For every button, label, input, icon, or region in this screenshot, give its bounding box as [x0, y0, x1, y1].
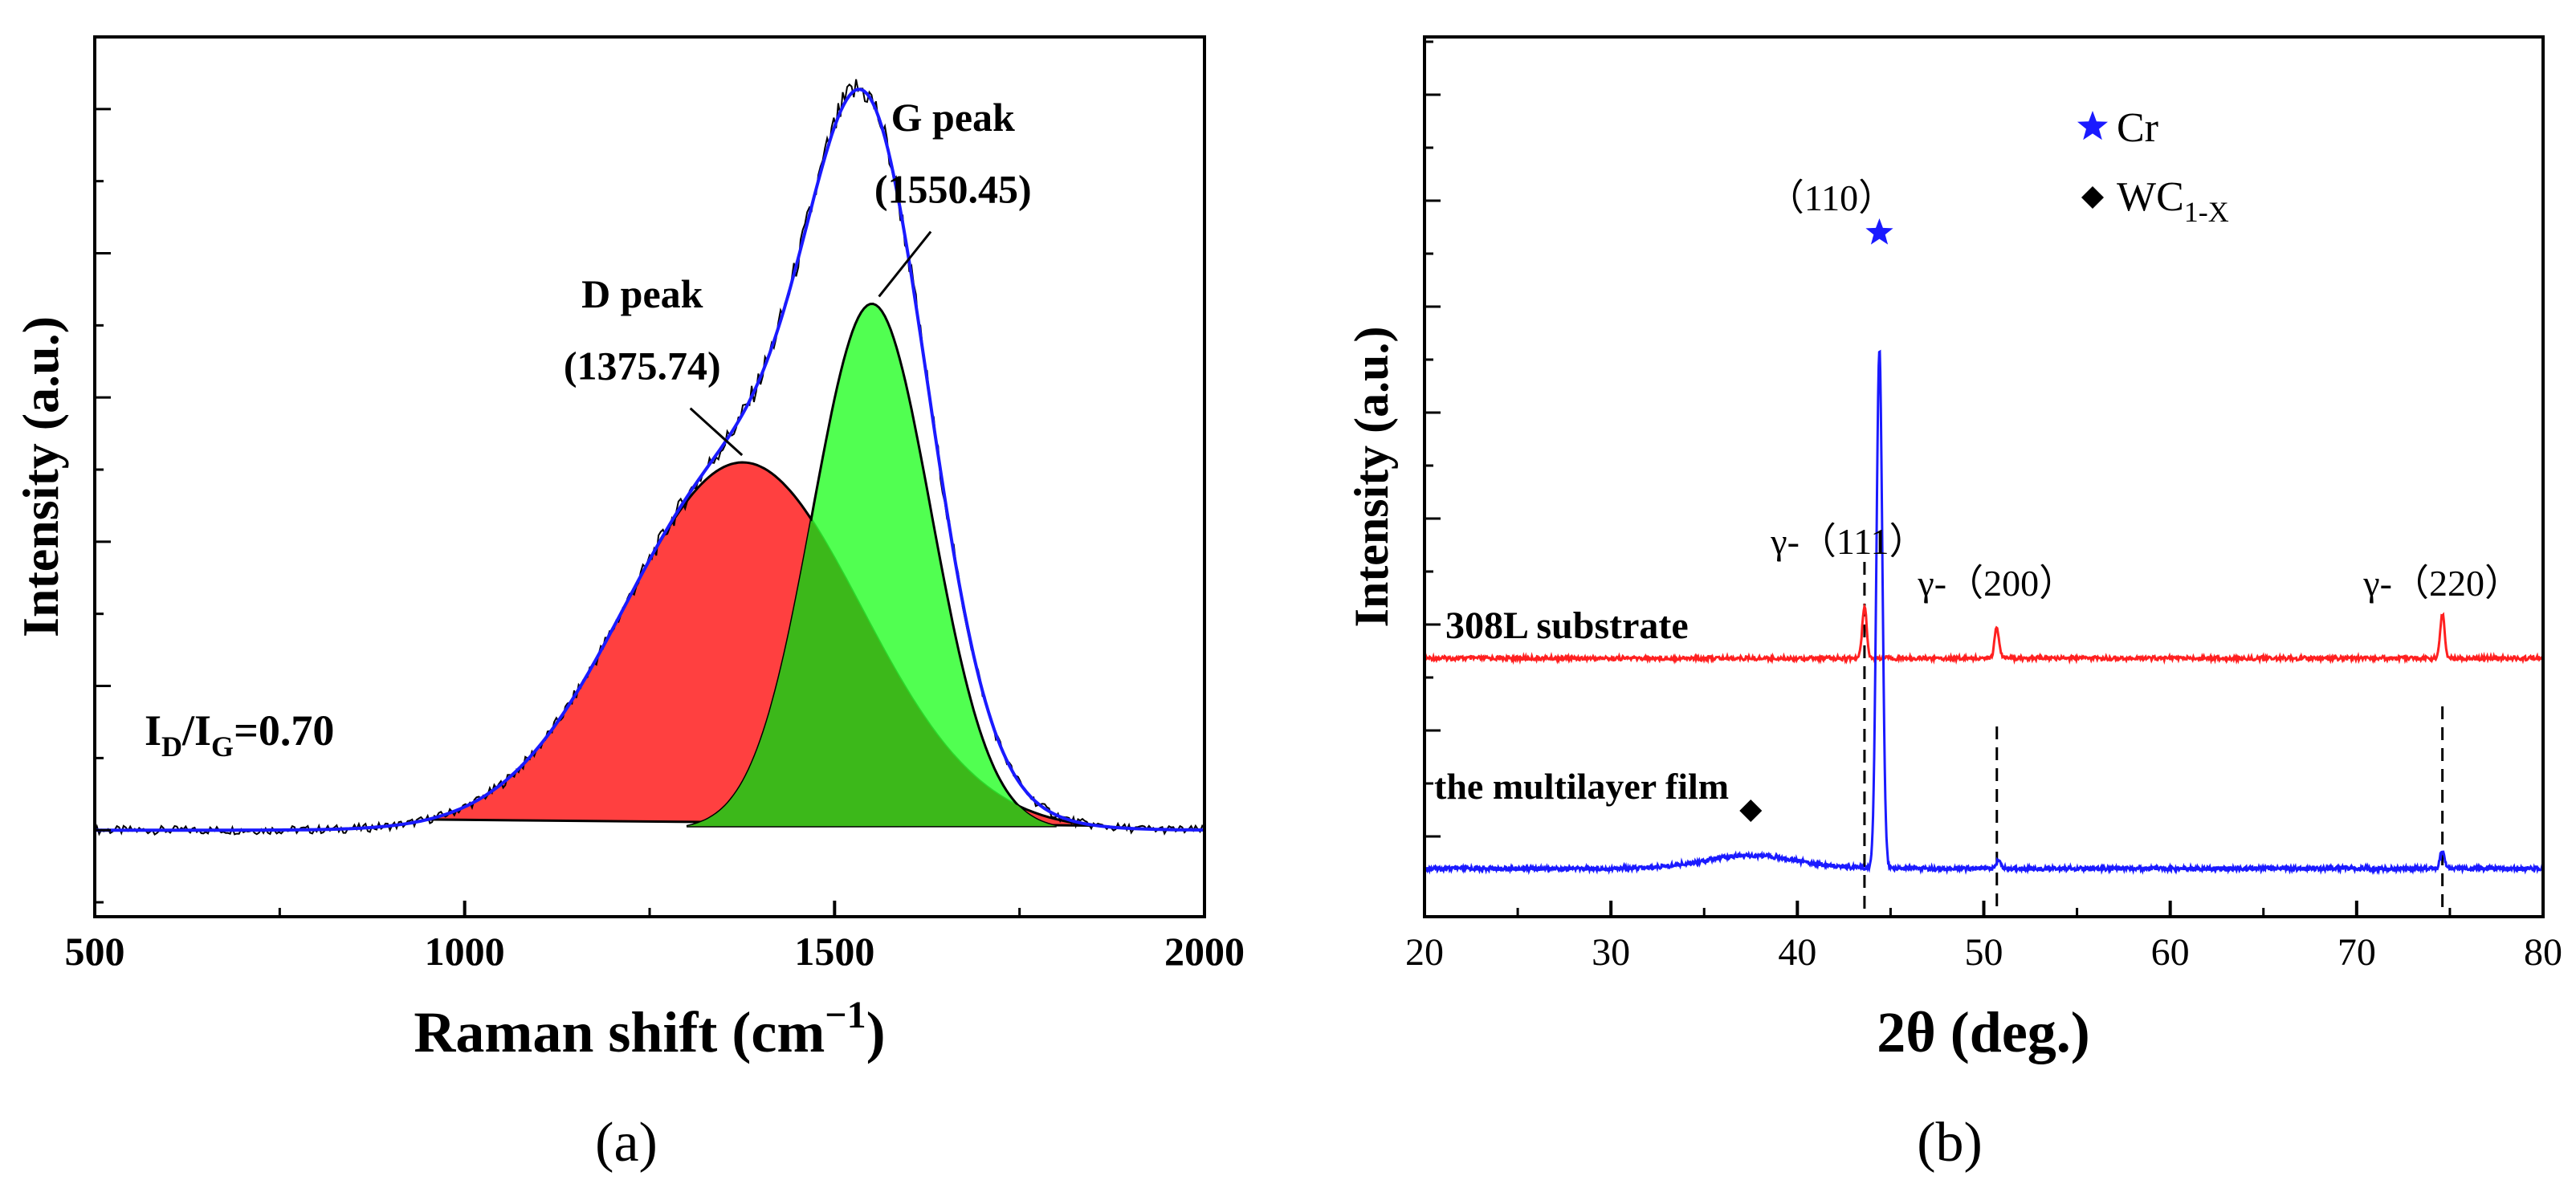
peak-label-text: γ-（200） [1917, 563, 2076, 604]
b-xtick-label: 70 [2338, 931, 2376, 974]
g-peak-leader-line [878, 230, 932, 298]
panel-a-label: (a) [595, 1112, 658, 1174]
panel-b-xlabel: 2θ (deg.) [1877, 1000, 2090, 1064]
peak-label-text: γ-（220） [2362, 563, 2521, 604]
panel-a-xlabel: Raman shift (cm−1) [414, 994, 885, 1064]
id-ig-ratio-label: ID/IG=0.70 [145, 706, 334, 763]
a-xtick-label: 1500 [794, 929, 874, 974]
peak-label-text: （110） [1767, 177, 1895, 218]
multilayer-pattern-line [1423, 349, 2544, 876]
cr-peak-star-marker [1865, 218, 1893, 245]
substrate-pattern-line [1423, 602, 2544, 665]
measured-spectrum-line [94, 79, 1205, 836]
d-peak-value: (1375.74) [564, 344, 721, 389]
panel-b-label: (b) [1917, 1112, 1983, 1174]
fit-envelope-line [95, 87, 1205, 832]
series-label-multilayer: the multilayer film [1434, 766, 1729, 807]
panel-a-ylabel: Intensity (a.u.) [12, 316, 69, 637]
panel-a-raman: 500 1000 1500 2000 D peak (1375.74) G peak (15… [12, 35, 1245, 1174]
legend-star-icon [2077, 111, 2108, 140]
d-peak-label: D peak [581, 271, 703, 316]
b-xtick-label: 80 [2524, 931, 2562, 974]
b-xtick-label: 30 [1592, 931, 1630, 974]
legend-diamond-icon [2081, 186, 2104, 209]
d-peak-leader-line [689, 407, 744, 457]
series-label-308l: 308L substrate [1445, 604, 1689, 647]
a-xtick-label: 500 [65, 929, 125, 974]
b-xtick-label: 60 [2151, 931, 2190, 974]
b-xtick-label: 40 [1778, 931, 1816, 974]
a-xtick-label: 2000 [1164, 929, 1245, 974]
panel-b-ylabel: Intensity (a.u.) [1345, 326, 1398, 627]
g-peak-value: (1550.45) [874, 167, 1032, 212]
panel-b-xrd: 20 30 40 50 60 70 80 γ-（111）γ-（200） γ-（220） （110… [1345, 35, 2562, 1174]
panel-b-legend: Cr WC1-X [2117, 105, 2229, 228]
b-xtick-label: 20 [1405, 931, 1444, 974]
a-xtick-label: 1000 [425, 929, 505, 974]
legend-label-wc: WC1-X [2117, 174, 2229, 228]
band-overlap-fill [687, 520, 1057, 827]
legend-label-cr: Cr [2117, 105, 2158, 151]
wc-peak-diamond-marker [1739, 800, 1763, 822]
peak-label-text: γ-（111） [1770, 521, 1926, 562]
g-peak-label: G peak [891, 95, 1015, 140]
b-xtick-label: 50 [1965, 931, 2003, 974]
